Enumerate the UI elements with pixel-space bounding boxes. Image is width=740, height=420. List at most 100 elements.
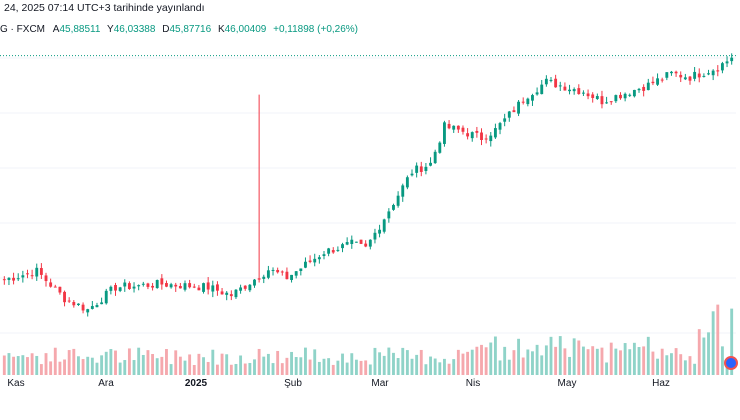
volume-bar — [466, 351, 470, 375]
candle-body — [410, 173, 414, 176]
volume-bar — [304, 347, 307, 375]
volume-bar — [512, 350, 516, 375]
volume-bar — [489, 342, 493, 375]
candle-body — [253, 279, 256, 286]
volume-bar — [456, 349, 460, 375]
candle-body — [378, 229, 382, 234]
candle-body — [401, 185, 405, 197]
volume-bar — [248, 362, 252, 375]
volume-bar — [614, 348, 618, 375]
volume-bar — [123, 360, 127, 375]
candle-body — [30, 275, 34, 277]
candle-body — [540, 84, 544, 95]
volume-bar — [424, 364, 428, 375]
candle-body — [285, 271, 289, 280]
volume-bar — [146, 350, 150, 375]
volume-bar — [155, 358, 159, 375]
volume-bar — [7, 353, 11, 375]
volume-bar — [558, 336, 562, 375]
volume-bar — [577, 340, 581, 375]
candle-body — [392, 204, 395, 210]
candle-body — [299, 268, 303, 271]
volume-bar — [266, 353, 270, 375]
candle-body — [178, 286, 182, 289]
volume-bar — [58, 361, 62, 375]
volume-bar — [378, 352, 382, 375]
x-axis-tick-label: Kas — [7, 378, 24, 389]
candle-body — [192, 286, 196, 288]
volume-bar — [345, 362, 349, 375]
x-axis-tick-label: Haz — [652, 378, 670, 389]
candle-body — [354, 241, 358, 243]
close-value: 46,00409 — [224, 24, 267, 35]
volume-bar — [396, 358, 400, 375]
candle-body — [493, 128, 497, 138]
volume-bar — [215, 364, 219, 375]
volume-bar — [628, 349, 632, 375]
candle-body — [637, 88, 641, 91]
candle-body — [475, 130, 479, 133]
low-value: 45,87716 — [169, 24, 212, 35]
volume-bar — [178, 356, 182, 375]
candle-body — [77, 303, 80, 306]
volume-bar — [86, 356, 90, 375]
candle-body — [660, 79, 664, 81]
candle-body — [12, 277, 16, 281]
candle-body — [118, 287, 122, 291]
volume-bar — [160, 356, 164, 375]
open-value: 45,88511 — [59, 24, 101, 35]
volume-bar — [336, 360, 340, 375]
candle-body — [95, 305, 99, 308]
candle-body — [554, 78, 558, 88]
x-axis-tick-label: Nis — [466, 378, 480, 389]
volume-bar — [280, 363, 284, 375]
candle-body — [716, 70, 720, 72]
candle-body — [517, 101, 521, 114]
volume-bar — [642, 346, 646, 375]
volume-bar — [387, 347, 391, 375]
candle-body — [549, 79, 553, 81]
candle-body — [387, 211, 391, 219]
volume-bar — [257, 348, 261, 375]
symbol-name[interactable]: G · FXCM — [0, 24, 45, 35]
volume-bar — [480, 344, 483, 375]
candles[interactable] — [2, 53, 734, 317]
volume-bar — [600, 347, 604, 375]
volume-bar — [16, 356, 20, 375]
x-axis-tick-label: Mar — [371, 378, 389, 389]
candle-body — [405, 177, 409, 188]
volume-bar — [165, 349, 168, 375]
volume-bar — [665, 355, 669, 375]
volume-bar — [253, 359, 256, 375]
candle-body — [535, 92, 539, 95]
candle-body — [317, 257, 321, 260]
volume-bar — [220, 353, 224, 375]
volume-bar — [623, 343, 627, 375]
volume-bar — [21, 355, 25, 375]
candle-body — [104, 290, 108, 304]
candle-body — [243, 285, 247, 289]
candle-body — [484, 138, 488, 140]
candle-body — [49, 282, 53, 287]
candle-body — [466, 133, 470, 137]
volume-bar — [711, 311, 715, 375]
candle-body — [211, 285, 215, 292]
candle-body — [151, 285, 155, 288]
live-indicator-icon[interactable] — [724, 356, 738, 370]
candle-body — [419, 166, 423, 172]
candle-body — [577, 88, 581, 95]
candle-body — [688, 76, 692, 81]
volume-bar — [192, 364, 196, 375]
candle-body — [276, 269, 280, 273]
candle-body — [188, 283, 192, 288]
x-axis-tick-label: May — [558, 378, 577, 389]
candle-body — [248, 284, 252, 291]
close-label: K — [217, 24, 225, 35]
volume-bar — [141, 354, 145, 375]
volume-bar — [299, 357, 303, 375]
candle-body — [359, 239, 363, 244]
volume-bar — [109, 349, 113, 375]
volume-bar — [364, 360, 368, 375]
candle-body — [456, 125, 460, 130]
